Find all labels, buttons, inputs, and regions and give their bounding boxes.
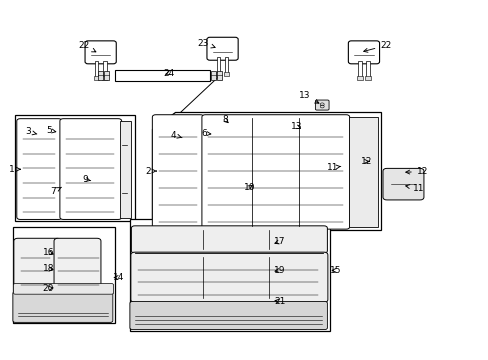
Bar bbox=[103, 61, 106, 77]
Bar bbox=[98, 71, 103, 80]
Bar bbox=[130, 220, 329, 330]
Text: 22: 22 bbox=[363, 41, 391, 52]
Bar bbox=[94, 76, 99, 80]
Bar bbox=[215, 72, 221, 76]
Text: 13: 13 bbox=[291, 122, 302, 131]
Text: 20: 20 bbox=[43, 284, 54, 293]
Text: 21: 21 bbox=[273, 297, 285, 306]
FancyBboxPatch shape bbox=[17, 119, 61, 220]
Text: 8: 8 bbox=[222, 115, 228, 124]
Bar bbox=[210, 71, 215, 80]
Text: 10: 10 bbox=[243, 183, 255, 192]
Text: 13: 13 bbox=[298, 91, 318, 103]
Bar bbox=[95, 61, 98, 77]
FancyBboxPatch shape bbox=[131, 226, 327, 253]
Text: 5: 5 bbox=[46, 126, 56, 135]
Text: 11: 11 bbox=[326, 163, 340, 172]
Text: 18: 18 bbox=[42, 265, 54, 274]
FancyBboxPatch shape bbox=[13, 292, 113, 322]
Text: 11: 11 bbox=[405, 184, 424, 193]
FancyBboxPatch shape bbox=[347, 41, 379, 64]
FancyBboxPatch shape bbox=[130, 301, 327, 329]
Text: 16: 16 bbox=[42, 248, 54, 257]
Bar bbox=[366, 61, 369, 77]
FancyBboxPatch shape bbox=[13, 284, 113, 294]
Bar bbox=[216, 57, 220, 73]
Bar bbox=[224, 72, 229, 76]
Text: 23: 23 bbox=[197, 39, 215, 48]
Text: 6: 6 bbox=[201, 129, 210, 138]
FancyBboxPatch shape bbox=[206, 37, 238, 60]
Bar bbox=[104, 71, 109, 80]
Text: 2: 2 bbox=[145, 167, 156, 176]
Bar bbox=[365, 76, 370, 80]
Bar bbox=[216, 71, 221, 80]
Polygon shape bbox=[152, 112, 380, 230]
Text: 4: 4 bbox=[171, 131, 182, 140]
Text: 22: 22 bbox=[78, 41, 96, 52]
Text: 1: 1 bbox=[8, 165, 20, 174]
Text: 15: 15 bbox=[330, 266, 341, 275]
Text: 12: 12 bbox=[360, 157, 371, 166]
Text: 19: 19 bbox=[273, 266, 285, 275]
Text: 24: 24 bbox=[163, 69, 174, 78]
Bar bbox=[357, 61, 361, 77]
Bar bbox=[356, 76, 362, 80]
Text: 9: 9 bbox=[82, 175, 91, 184]
FancyBboxPatch shape bbox=[382, 168, 423, 200]
FancyBboxPatch shape bbox=[60, 119, 122, 220]
Bar bbox=[348, 117, 377, 226]
Bar bbox=[102, 76, 107, 80]
FancyBboxPatch shape bbox=[202, 115, 349, 229]
Bar bbox=[15, 116, 135, 221]
FancyBboxPatch shape bbox=[85, 41, 116, 64]
Bar bbox=[224, 57, 228, 73]
Text: 3: 3 bbox=[25, 127, 37, 136]
Text: 14: 14 bbox=[113, 273, 124, 282]
FancyBboxPatch shape bbox=[152, 115, 203, 229]
FancyBboxPatch shape bbox=[54, 238, 101, 292]
Text: 17: 17 bbox=[273, 237, 285, 246]
FancyBboxPatch shape bbox=[131, 252, 327, 302]
Bar bbox=[13, 226, 115, 323]
FancyBboxPatch shape bbox=[14, 238, 61, 292]
FancyBboxPatch shape bbox=[315, 100, 328, 110]
Text: 7: 7 bbox=[50, 187, 61, 196]
Bar bbox=[120, 121, 131, 218]
Text: 12: 12 bbox=[405, 167, 427, 176]
Bar bbox=[115, 70, 210, 81]
